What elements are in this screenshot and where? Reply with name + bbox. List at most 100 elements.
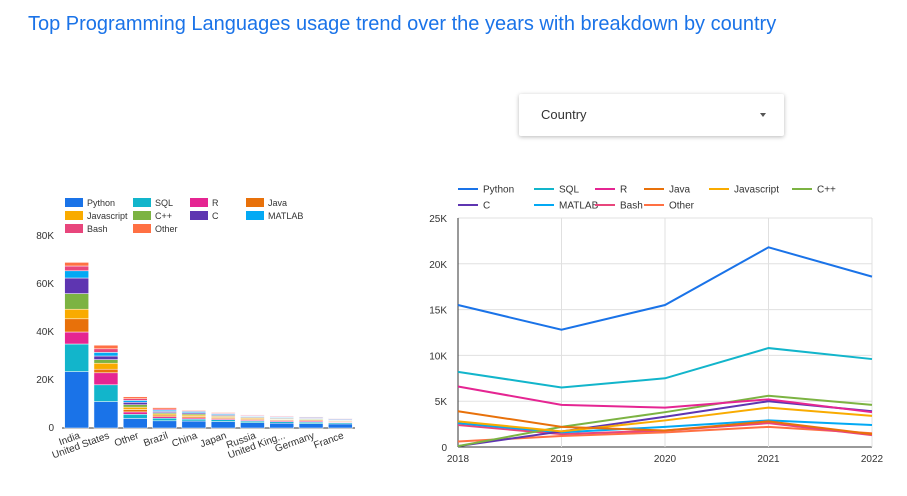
bar-segment — [210, 421, 236, 429]
bar-segment — [93, 362, 119, 370]
country-dropdown[interactable]: Country — [519, 94, 784, 136]
y-tick-label: 0 — [441, 443, 447, 454]
bar-segment — [64, 371, 89, 429]
x-tick-label: Brazil — [142, 430, 169, 449]
bar-segment — [181, 420, 207, 429]
line-chart: Python SQL R Java Javascript C++ C MATLAB Bash Ot… — [429, 185, 884, 466]
legend-swatch — [133, 198, 151, 207]
legend-label: Java — [669, 185, 691, 196]
bar-segment — [123, 402, 148, 405]
legend-label: C — [212, 211, 219, 221]
bar-segment — [93, 368, 119, 374]
x-tick-label: 2021 — [757, 454, 780, 465]
legend-label: Javascript — [734, 185, 779, 196]
bar-segment — [93, 372, 119, 386]
y-tick-label: 40K — [36, 327, 54, 338]
bar-segment — [123, 418, 148, 429]
series-line — [457, 385, 873, 414]
legend-label: Bash — [87, 224, 108, 234]
bar-segment — [123, 409, 148, 413]
bar-segment — [123, 396, 148, 399]
legend-label: R — [212, 198, 219, 208]
y-tick-label: 20K — [429, 260, 447, 271]
legend-label: SQL — [559, 185, 579, 196]
bar-segment — [93, 352, 119, 357]
stacked-bar-chart: Python SQL R Java Javascript C++ C MATLAB Bash Ot… — [36, 198, 355, 461]
bar-segment — [93, 401, 119, 429]
bar-segment — [93, 384, 119, 402]
legend-swatch — [190, 211, 208, 220]
y-tick-label: 5K — [435, 397, 448, 408]
bar-segment — [93, 348, 119, 353]
y-tick-label: 15K — [429, 306, 447, 317]
legend-label: Other — [155, 224, 178, 234]
legend-label: Java — [268, 198, 287, 208]
bar-segment — [64, 265, 89, 272]
x-tick-label: 2022 — [861, 454, 884, 465]
series-line — [457, 394, 873, 448]
legend-label: C — [483, 201, 490, 212]
bar-segment — [123, 411, 148, 415]
series-line — [457, 425, 873, 443]
legend-swatch — [65, 224, 83, 233]
legend-label: MATLAB — [559, 201, 599, 212]
chevron-down-icon — [760, 113, 766, 117]
bar-segment — [181, 418, 207, 422]
bar-segment — [64, 262, 89, 267]
legend-label: Javascript — [87, 211, 128, 221]
bar-segment — [93, 359, 119, 364]
x-tick-label: 2019 — [550, 454, 573, 465]
x-tick-label: Japan — [199, 430, 228, 450]
y-tick-label: 25K — [429, 214, 447, 225]
bar-segment — [210, 419, 236, 422]
bar-segment — [181, 409, 207, 411]
x-tick-label: Other — [113, 430, 141, 449]
legend-label: R — [620, 185, 627, 196]
legend-label: C++ — [817, 185, 836, 196]
series-line — [457, 246, 873, 331]
dropdown-label: Country — [541, 107, 587, 122]
legend-label: C++ — [155, 211, 172, 221]
bar-segment — [152, 417, 177, 422]
bar-segment — [152, 414, 177, 417]
bar-segment — [152, 407, 177, 410]
bar-segment — [210, 411, 236, 414]
bar-segment — [269, 422, 294, 429]
bar-segment — [240, 422, 265, 429]
series-line — [457, 406, 873, 433]
x-tick-label: China — [171, 430, 200, 449]
legend-label: MATLAB — [268, 211, 303, 221]
bar-segment — [123, 404, 148, 408]
bar-segment — [123, 406, 148, 410]
bar-segment — [123, 414, 148, 419]
legend-label: Other — [669, 201, 695, 212]
bar-segment — [64, 293, 89, 310]
bar-segment — [64, 318, 89, 333]
legend-label: Bash — [620, 201, 643, 212]
legend-label: SQL — [155, 198, 173, 208]
y-tick-label: 10K — [429, 351, 447, 362]
series-line — [457, 410, 873, 436]
bar-segment — [93, 344, 119, 350]
bar-segment — [123, 400, 148, 403]
legend-label: Python — [87, 198, 115, 208]
y-tick-label: 60K — [36, 279, 54, 290]
legend-swatch — [133, 211, 151, 220]
bar-segment — [64, 277, 89, 294]
series-line — [457, 347, 873, 389]
bar-segment — [298, 423, 324, 429]
y-tick-label: 80K — [36, 231, 54, 242]
bar-segment — [123, 398, 148, 401]
y-tick-label: 0 — [48, 423, 54, 434]
bar-segment — [64, 343, 89, 372]
legend-swatch — [65, 211, 83, 220]
bar-segment — [93, 355, 119, 360]
legend-label: Python — [483, 185, 514, 196]
bar-segment — [240, 420, 265, 423]
legend-swatch — [190, 198, 208, 207]
bar-segment — [328, 423, 353, 429]
x-tick-label: France — [312, 430, 345, 451]
bar-segment — [64, 331, 89, 345]
legend-swatch — [65, 198, 83, 207]
bar-segment — [152, 420, 177, 429]
